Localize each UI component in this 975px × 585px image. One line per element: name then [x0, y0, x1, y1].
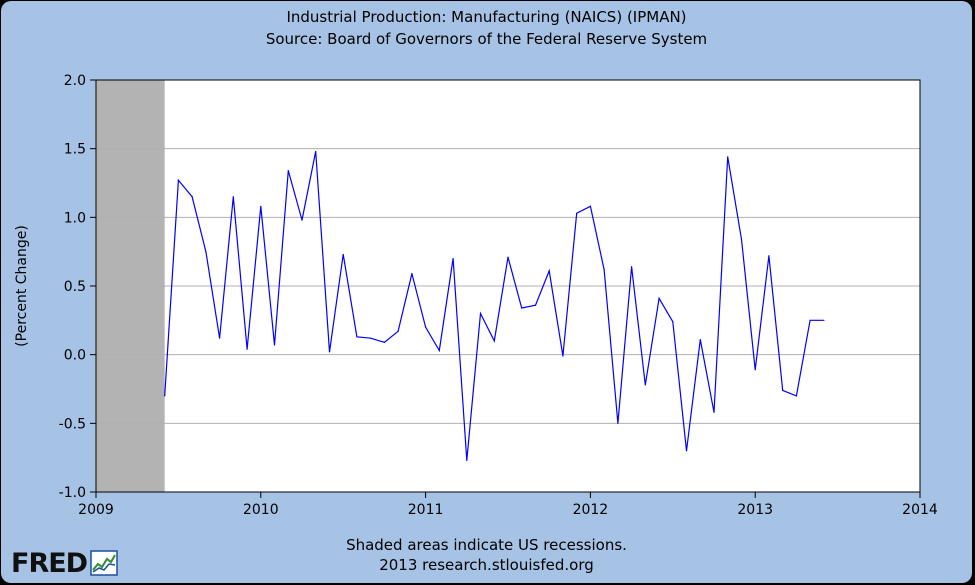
y-tick-label: 2.0 [64, 73, 86, 89]
recession-note: Shaded areas indicate US recessions. [346, 536, 627, 554]
x-tick-label: 2009 [78, 502, 114, 518]
data-point [164, 395, 166, 397]
data-point [644, 384, 646, 386]
data-point [534, 304, 537, 306]
data-point [273, 344, 276, 346]
data-point [493, 340, 495, 342]
plot-border [95, 79, 921, 493]
data-point [287, 170, 289, 172]
data-point [576, 212, 578, 214]
data-point [713, 411, 715, 413]
fred-logo: FRED [11, 546, 118, 580]
chart-source: Source: Board of Governors of the Federa… [265, 30, 708, 48]
chart-title: Industrial Production: Manufacturing (NA… [286, 8, 687, 26]
data-point [411, 273, 413, 275]
data-point [754, 369, 756, 371]
data-point [315, 150, 317, 153]
data-point [466, 459, 468, 462]
x-tick-label: 2010 [243, 502, 279, 518]
data-point [658, 297, 660, 299]
data-point [589, 205, 592, 207]
graph-icon [90, 550, 118, 576]
data-point [603, 268, 605, 271]
data-point [617, 422, 619, 424]
fred-logo-text: FRED [11, 547, 88, 579]
data-point [260, 205, 262, 207]
data-point [356, 336, 358, 338]
data-point [685, 450, 688, 452]
data-point [177, 179, 179, 181]
data-point [809, 319, 811, 321]
data-point [370, 337, 372, 339]
data-point [795, 395, 798, 397]
data-point [727, 156, 729, 158]
data-point [301, 219, 303, 221]
data-point [246, 348, 248, 350]
y-tick-label: 0.5 [64, 279, 86, 295]
y-tick-label: 0.0 [64, 348, 86, 364]
data-point [342, 253, 344, 256]
data-point [479, 312, 482, 315]
data-point [740, 238, 743, 240]
x-tick-label: 2012 [573, 502, 609, 518]
data-point [768, 255, 770, 257]
data-point [219, 337, 221, 339]
y-tick-label: -0.5 [59, 416, 86, 432]
data-point [452, 257, 454, 260]
data-point [562, 355, 564, 357]
data-point [507, 256, 509, 258]
data-point [191, 196, 193, 198]
y-axis-label: (Percent Change) [14, 225, 30, 347]
data-point [699, 338, 701, 341]
data-point [397, 330, 399, 332]
data-point [232, 196, 234, 198]
x-tick-label: 2011 [408, 502, 444, 518]
data-point [425, 326, 427, 328]
y-tick-label: 1.0 [64, 210, 86, 226]
data-point [823, 319, 825, 321]
data-point [438, 349, 440, 352]
data-point [782, 389, 784, 391]
data-point [205, 251, 207, 253]
data-point [548, 270, 550, 272]
source-url: 2013 research.stlouisfed.org [379, 556, 594, 574]
data-point [521, 307, 523, 309]
data-point [631, 266, 633, 268]
data-point [328, 351, 331, 353]
x-tick-label: 2013 [737, 502, 773, 518]
y-tick-label: 1.5 [64, 142, 86, 158]
data-point [383, 341, 385, 343]
x-tick-label: 2014 [902, 502, 938, 518]
data-point [672, 321, 674, 323]
y-tick-label: -1.0 [59, 485, 86, 501]
